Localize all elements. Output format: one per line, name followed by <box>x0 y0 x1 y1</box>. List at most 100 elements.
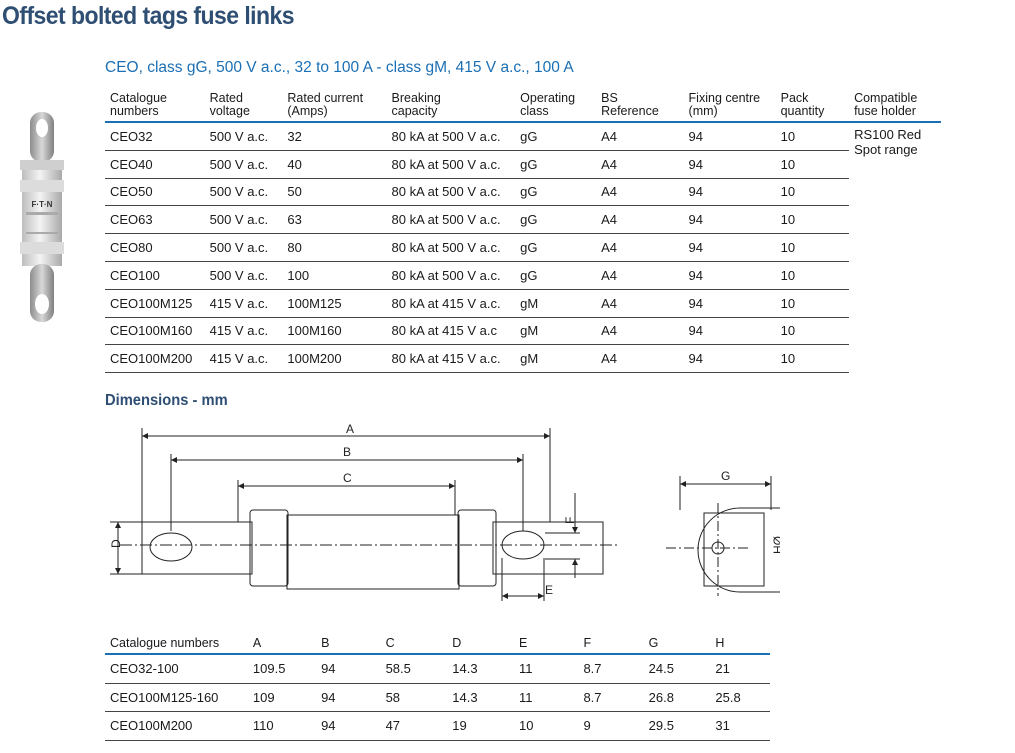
table-cell: 47 <box>380 711 448 741</box>
table-cell: 80 kA at 500 V a.c. <box>386 150 516 179</box>
table-cell: 94 <box>316 711 381 741</box>
table-row: CEO63 500 V a.c. 63 80 kA at 500 V a.c. gG A4… <box>105 205 941 235</box>
table-cell: gG <box>515 178 597 207</box>
table-cell: A4 <box>596 289 684 318</box>
spec-header-cell: BS Reference <box>596 90 684 123</box>
table-cell: CEO100M125 <box>105 289 205 318</box>
spec-header-line2: class <box>520 104 549 118</box>
table-cell: 21 <box>710 654 770 684</box>
table-cell: 10 <box>775 122 850 151</box>
dims-header-cell: G <box>643 634 711 655</box>
dims-header-cell: B <box>316 634 381 655</box>
spec-table-header: Catalogue numbers Rated voltage Rated curren… <box>105 90 941 123</box>
spec-header-cell: Rated voltage <box>204 90 283 123</box>
table-cell: gG <box>515 233 597 262</box>
table-cell: 80 kA at 500 V a.c. <box>386 122 516 151</box>
table-cell: 10 <box>775 150 850 179</box>
table-row: CEO100 500 V a.c. 100 80 kA at 500 V a.c. gG… <box>105 261 941 290</box>
table-cell: A4 <box>596 122 684 151</box>
table-cell: 9 <box>578 711 644 741</box>
table-cell: 11 <box>513 654 579 684</box>
table-cell: A4 <box>596 205 684 235</box>
table-cell: 500 V a.c. <box>204 150 283 179</box>
spec-header-line1: Operating <box>520 91 576 105</box>
table-cell: gM <box>515 289 597 318</box>
table-cell: 10 <box>513 711 579 741</box>
spec-header-line2: voltage <box>209 104 250 118</box>
spec-header-cell: Breaking capacity <box>386 90 516 123</box>
table-row: CEO80 500 V a.c. 80 80 kA at 500 V a.c. gG A4… <box>105 233 941 262</box>
label-h: HØ <box>771 536 780 554</box>
table-cell: 80 kA at 500 V a.c. <box>386 205 516 235</box>
dims-header-cell: F <box>578 634 644 655</box>
spec-header-line2: numbers <box>110 104 159 118</box>
table-cell: gG <box>515 150 597 179</box>
table-cell: 32 <box>282 122 387 151</box>
table-cell: CEO40 <box>105 150 205 179</box>
table-cell: gM <box>515 344 597 374</box>
label-g: G <box>721 469 730 483</box>
table-cell: 25.8 <box>710 683 770 712</box>
dims-header-cell: C <box>380 634 448 655</box>
table-cell: 63 <box>282 205 387 235</box>
table-cell: gG <box>515 122 597 151</box>
table-row: CEO100M125 415 V a.c. 100M125 80 kA at 415 … <box>105 289 941 318</box>
table-cell: CEO63 <box>105 205 205 235</box>
spec-header-line1: Catalogue <box>110 91 167 105</box>
table-cell: 24.5 <box>643 654 711 684</box>
table-cell: 94 <box>683 205 776 235</box>
table-cell: A4 <box>596 261 684 290</box>
dims-header-cell: A <box>247 634 317 655</box>
table-row: CEO32 500 V a.c. 32 80 kA at 500 V a.c. gG A4… <box>105 122 941 157</box>
fuse-link-photo: F·T·N <box>20 112 64 322</box>
spec-header-cell: Compatible fuse holder <box>849 90 941 123</box>
table-cell: 500 V a.c. <box>204 233 283 262</box>
table-cell: CEO100M125-160 <box>105 683 248 712</box>
table-cell: 94 <box>683 150 776 179</box>
table-cell: 10 <box>775 233 850 262</box>
table-cell: 14.3 <box>447 683 514 712</box>
table-cell: 40 <box>282 150 387 179</box>
table-cell: 94 <box>683 261 776 290</box>
end-view-tag <box>703 512 765 587</box>
label-c: C <box>343 471 352 485</box>
right-end-cap <box>457 509 497 587</box>
table-cell: 109 <box>247 683 317 712</box>
fuse-photo-brand: F·T·N <box>32 200 53 209</box>
table-cell: 14.3 <box>447 654 514 684</box>
table-cell: A4 <box>596 178 684 207</box>
table-cell: 10 <box>775 289 850 318</box>
table-cell: CEO100M200 <box>105 344 205 374</box>
table-cell: 100M200 <box>282 344 387 374</box>
table-cell: 94 <box>683 178 776 207</box>
table-cell: 109.5 <box>247 654 317 684</box>
spec-header-cell: Catalogue numbers <box>105 90 205 123</box>
table-row: CEO100M200 415 V a.c. 100M200 80 kA at 415 … <box>105 344 941 374</box>
right-tag-outline <box>492 521 604 575</box>
spec-header-line1: Pack <box>780 91 809 105</box>
table-cell: 10 <box>775 178 850 207</box>
table-cell: 80 kA at 415 V a.c. <box>386 289 516 318</box>
table-cell: CEO100 <box>105 261 205 290</box>
spec-header-cell: Operating class <box>515 90 597 123</box>
table-cell: 58.5 <box>380 654 448 684</box>
table-cell: 500 V a.c. <box>204 122 283 151</box>
table-cell: 19 <box>447 711 514 741</box>
spec-header-line2: fuse holder <box>854 104 916 118</box>
table-cell: 80 kA at 500 V a.c. <box>386 233 516 262</box>
table-cell: 94 <box>683 233 776 262</box>
table-cell: A4 <box>596 233 684 262</box>
left-tag-hole <box>149 532 193 562</box>
label-b: B <box>343 445 351 459</box>
spec-header-line2: (mm) <box>688 104 718 118</box>
table-cell: 500 V a.c. <box>204 205 283 235</box>
left-end-cap <box>249 509 289 587</box>
table-cell: CEO100M200 <box>105 711 248 741</box>
table-cell: 94 <box>683 289 776 318</box>
spec-header-cell: Pack quantity <box>775 90 850 123</box>
table-row: CEO40 500 V a.c. 40 80 kA at 500 V a.c. gG A4… <box>105 150 941 179</box>
table-cell: CEO100M160 <box>105 317 205 346</box>
spec-header-line1: Breaking <box>391 91 441 105</box>
compatible-holder-cell: RS100 Red Spot range <box>849 122 941 373</box>
table-cell: 80 kA at 500 V a.c. <box>386 178 516 207</box>
